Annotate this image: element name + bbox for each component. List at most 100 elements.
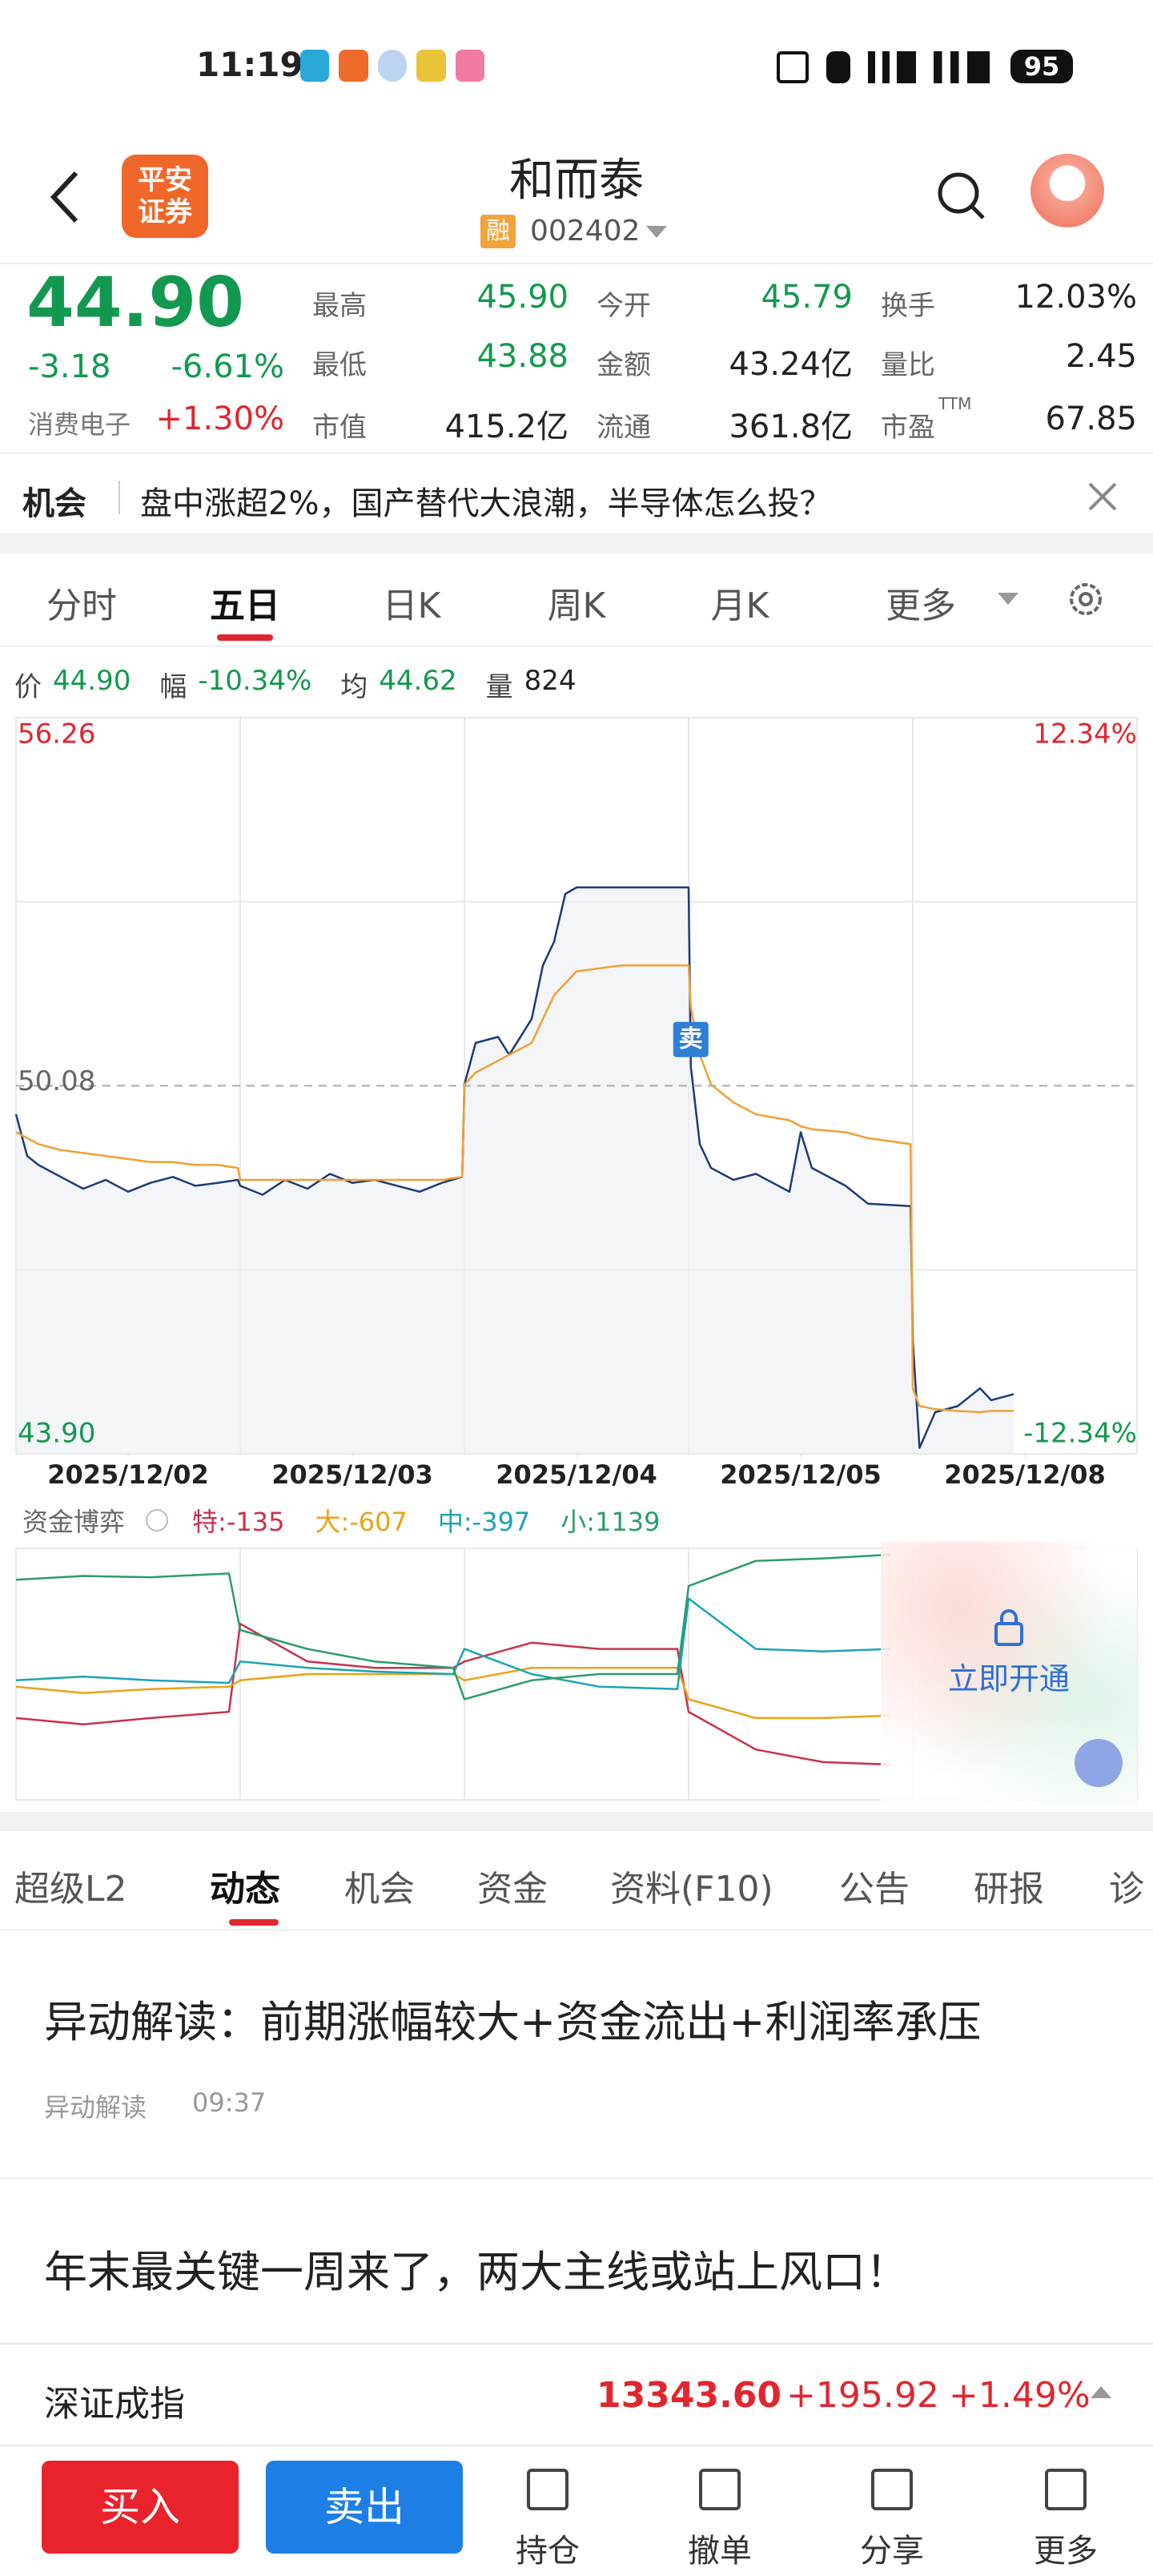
status-icons: [300, 50, 485, 82]
stat-label-sup: TTM: [938, 394, 972, 413]
info-value: -10.34%: [198, 665, 312, 697]
locked-overlay[interactable]: 立即开通: [881, 1542, 1137, 1806]
stat-label: 市盈: [881, 412, 935, 444]
legend-value: -135: [226, 1507, 285, 1537]
content-tab[interactable]: 资料(F10): [610, 1869, 773, 1910]
legend-name: 中:: [437, 1507, 472, 1537]
content-tab[interactable]: 诊: [1109, 1869, 1144, 1910]
stat-value: 43.88: [476, 338, 568, 375]
content-tab[interactable]: 资金: [477, 1869, 548, 1910]
chart-tab[interactable]: 周K: [547, 586, 606, 626]
chart-tab[interactable]: 五日: [210, 586, 280, 626]
info-label: 量: [485, 671, 513, 703]
series-line: [15, 964, 1014, 1414]
y2-tick-label: 12.34%: [1033, 718, 1137, 751]
capital-legend: 资金博弈 特:-135 大:-607 中:-397 小:1139: [22, 1502, 675, 1539]
battery: 95: [1010, 50, 1073, 83]
divider: [0, 263, 1153, 264]
section-gap: [0, 533, 1153, 553]
stat-label: 换手: [881, 290, 935, 322]
series-line: [15, 1622, 891, 1766]
info-value: 824: [524, 665, 576, 697]
banner-tag: 机会: [22, 485, 86, 522]
legend-entry: 特:-135: [192, 1502, 284, 1539]
status-signal: [777, 50, 993, 83]
search-button[interactable]: [935, 170, 988, 223]
stat-label: 今开: [597, 290, 651, 322]
stat-value: 12.03%: [1014, 279, 1137, 316]
news-title[interactable]: 年末最关键一周来了，两大主线或站上风口！: [44, 2247, 909, 2297]
info-value: 44.62: [379, 665, 457, 697]
y-tick-label: 56.26: [18, 718, 95, 751]
settings-button[interactable]: [1065, 578, 1107, 620]
capital-title: 资金博弈: [22, 1507, 126, 1537]
price-change: -3.18: [28, 348, 111, 385]
action-label[interactable]: 分享: [860, 2533, 924, 2570]
action-label[interactable]: 持仓: [516, 2533, 580, 2570]
stat-label: 最低: [312, 349, 367, 381]
avatar[interactable]: [1030, 154, 1104, 227]
legend-entry: 大:-607: [315, 1502, 407, 1539]
icon: [377, 50, 408, 82]
chart-tab[interactable]: 月K: [710, 586, 769, 626]
action-icon[interactable]: [527, 2469, 568, 2510]
index-name: 深证成指: [44, 2384, 185, 2425]
unlock-button[interactable]: 立即开通: [947, 1661, 1070, 1697]
legend-value: -397: [472, 1507, 531, 1537]
chart-tab[interactable]: 更多: [886, 586, 956, 626]
legend-value: -607: [349, 1507, 408, 1537]
price-area: [16, 887, 1014, 1454]
stat-value: 67.85: [1045, 400, 1137, 437]
index-bar[interactable]: 深证成指 13343.60 +195.92 +1.49%: [0, 2343, 1153, 2446]
x-tick-label: 2025/12/02: [47, 1459, 209, 1490]
chart-tab[interactable]: 分时: [46, 586, 117, 626]
divider: [0, 453, 1153, 454]
logo-text: 证券: [138, 196, 192, 228]
content-tab[interactable]: 超级L2: [14, 1869, 127, 1910]
news-title[interactable]: 异动解读：前期涨幅较大+资金流出+利润率承压: [44, 1997, 982, 2047]
stat-value: 45.90: [476, 279, 568, 316]
content-tab[interactable]: 机会: [344, 1869, 415, 1910]
banner-close[interactable]: [1085, 479, 1120, 514]
expand-button[interactable]: [1075, 1739, 1123, 1787]
index-change-pct: +1.49%: [949, 2375, 1091, 2416]
action-icon[interactable]: [699, 2469, 741, 2510]
sector-name[interactable]: 消费电子: [28, 409, 131, 440]
series-line: [15, 1597, 891, 1691]
icon: [455, 50, 485, 82]
status-time: 11:19: [196, 45, 303, 84]
content-tab[interactable]: 公告: [839, 1869, 910, 1910]
legend-name: 特:: [192, 1507, 227, 1537]
stat-label: 流通: [597, 412, 651, 444]
icon: [339, 50, 368, 82]
sell-marker-bg: [673, 1021, 709, 1057]
content-tab[interactable]: 研报: [974, 1869, 1044, 1910]
buy-button[interactable]: 买入: [42, 2461, 239, 2554]
stat-value: 361.8亿: [729, 409, 853, 445]
tab-indicator: [217, 634, 273, 641]
banner-text[interactable]: 盘中涨超2%，国产替代大浪潮，半导体怎么投？: [140, 485, 832, 522]
x-tick-label: 2025/12/04: [496, 1459, 657, 1490]
info-label: 均: [340, 671, 368, 703]
back-button[interactable]: [44, 168, 84, 226]
dropdown[interactable]: [645, 224, 669, 240]
action-label[interactable]: 更多: [1034, 2533, 1098, 2570]
chart-tab[interactable]: 日K: [382, 586, 441, 626]
news-source: 异动解读: [44, 2092, 147, 2123]
action-icon[interactable]: [871, 2469, 913, 2510]
more-dropdown[interactable]: [996, 591, 1020, 607]
content-tab[interactable]: 动态: [210, 1869, 280, 1910]
stat-value: 2.45: [1065, 338, 1137, 375]
info-icon[interactable]: [146, 1509, 169, 1532]
stat-value: 43.24亿: [729, 346, 853, 383]
divider: [0, 646, 1153, 647]
action-icon[interactable]: [1045, 2469, 1087, 2510]
stat-value: 45.79: [761, 279, 853, 316]
x-tick-label: 2025/12/05: [720, 1459, 882, 1490]
sell-button[interactable]: 卖出: [266, 2461, 463, 2554]
legend-value: 1139: [595, 1507, 661, 1537]
expand-arrow[interactable]: [1089, 2385, 1113, 2401]
action-label[interactable]: 撤单: [688, 2533, 752, 2570]
stat-label: 最高: [312, 290, 367, 322]
